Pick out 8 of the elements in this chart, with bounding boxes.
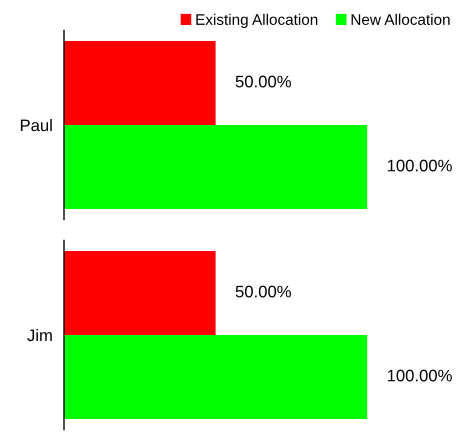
data-label: 50.00% [236, 76, 291, 88]
y-tick-label: Jim [27, 328, 52, 342]
data-label: 100.00% [388, 160, 452, 172]
data-label: 100.00% [388, 370, 452, 382]
data-label: 50.00% [236, 286, 291, 298]
legend-label: New Allocation [352, 14, 450, 25]
legend-label: Existing Allocation [196, 14, 318, 28]
y-tick-label: Paul [20, 118, 52, 132]
